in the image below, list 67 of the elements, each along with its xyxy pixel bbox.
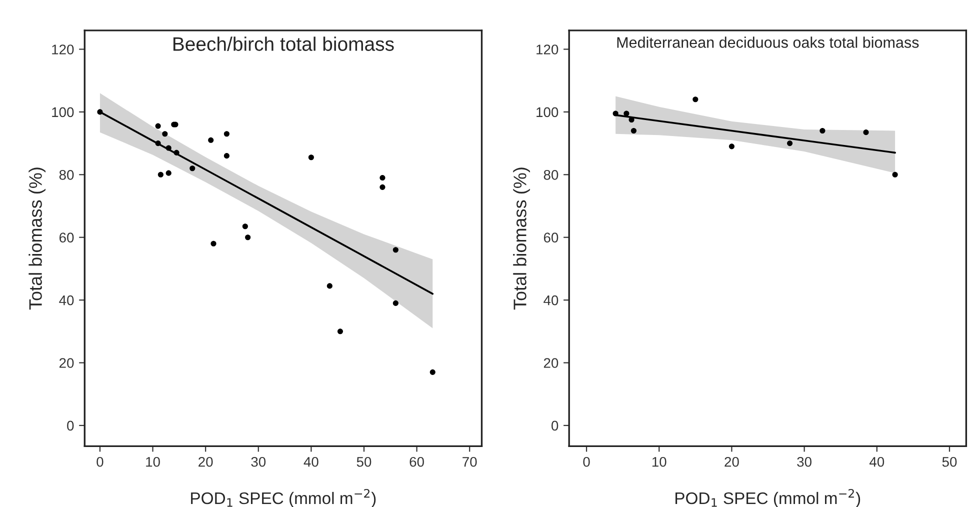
point bbox=[392, 247, 398, 253]
point bbox=[166, 145, 172, 151]
point bbox=[820, 128, 826, 134]
y-axis-title: Total biomass (%) bbox=[513, 168, 530, 310]
point bbox=[97, 109, 103, 115]
point bbox=[863, 130, 869, 136]
x-tick-label: 40 bbox=[304, 456, 318, 467]
point bbox=[190, 166, 196, 172]
x-tick-label: 50 bbox=[356, 456, 372, 467]
point bbox=[155, 123, 161, 129]
point bbox=[326, 283, 332, 289]
y-tick-label: 0 bbox=[552, 420, 558, 431]
point bbox=[892, 172, 898, 178]
point bbox=[728, 144, 734, 150]
x-tick-label: 70 bbox=[462, 456, 477, 467]
y-tick-label: 120 bbox=[52, 44, 74, 54]
point bbox=[630, 128, 636, 134]
chart-title: Mediterranean deciduous oaks total biomass bbox=[617, 36, 919, 48]
point bbox=[174, 150, 180, 156]
x-tick-label: 10 bbox=[652, 456, 666, 467]
point bbox=[692, 96, 698, 102]
point bbox=[158, 172, 164, 178]
x-tick-label: 30 bbox=[797, 456, 812, 467]
y-tick-label: 0 bbox=[67, 420, 74, 431]
point bbox=[208, 137, 214, 143]
y-tick-label: 100 bbox=[52, 107, 74, 118]
point bbox=[162, 131, 168, 137]
x-axis-title: POD$_{1}$ SPEC (mmol m$^{−2}$) bbox=[676, 488, 860, 507]
y-tick-label: 20 bbox=[544, 358, 558, 368]
x-tick-label: 20 bbox=[198, 456, 213, 467]
x-tick-label: 60 bbox=[410, 456, 424, 467]
point bbox=[628, 117, 634, 123]
y-tick-label: 60 bbox=[59, 232, 74, 243]
point bbox=[380, 184, 386, 190]
chart-title: Beech/birch total biomass bbox=[173, 36, 394, 51]
x-tick-label: 0 bbox=[96, 456, 104, 467]
point bbox=[337, 328, 344, 334]
x-tick-label: 50 bbox=[942, 456, 957, 467]
point bbox=[242, 224, 248, 230]
y-tick-label: 20 bbox=[59, 358, 74, 368]
y-tick-label: 100 bbox=[536, 107, 558, 118]
point bbox=[210, 240, 216, 246]
point bbox=[392, 300, 398, 306]
y-tick-label: 80 bbox=[544, 170, 558, 180]
y-axis-title: Total biomass (%) bbox=[28, 168, 46, 310]
point bbox=[624, 110, 630, 116]
point bbox=[308, 154, 314, 160]
y-tick-label: 40 bbox=[544, 295, 558, 306]
y-tick-label: 40 bbox=[59, 295, 74, 306]
x-tick-label: 10 bbox=[146, 456, 160, 467]
point bbox=[787, 140, 793, 146]
point bbox=[224, 131, 230, 137]
point bbox=[224, 153, 230, 159]
point bbox=[166, 170, 172, 176]
x-tick-label: 40 bbox=[869, 456, 884, 467]
y-tick-label: 120 bbox=[536, 44, 558, 54]
y-tick-label: 80 bbox=[59, 170, 74, 180]
y-tick-label: 60 bbox=[544, 232, 558, 243]
point bbox=[380, 175, 386, 181]
x-axis-title: POD$_{1}$ SPEC (mmol m$^{−2}$) bbox=[191, 488, 376, 507]
point bbox=[612, 110, 618, 116]
point bbox=[155, 140, 161, 146]
x-tick-label: 0 bbox=[583, 456, 590, 467]
x-tick-label: 20 bbox=[724, 456, 739, 467]
point bbox=[245, 234, 251, 240]
x-tick-label: 30 bbox=[251, 456, 266, 467]
point bbox=[430, 369, 436, 375]
